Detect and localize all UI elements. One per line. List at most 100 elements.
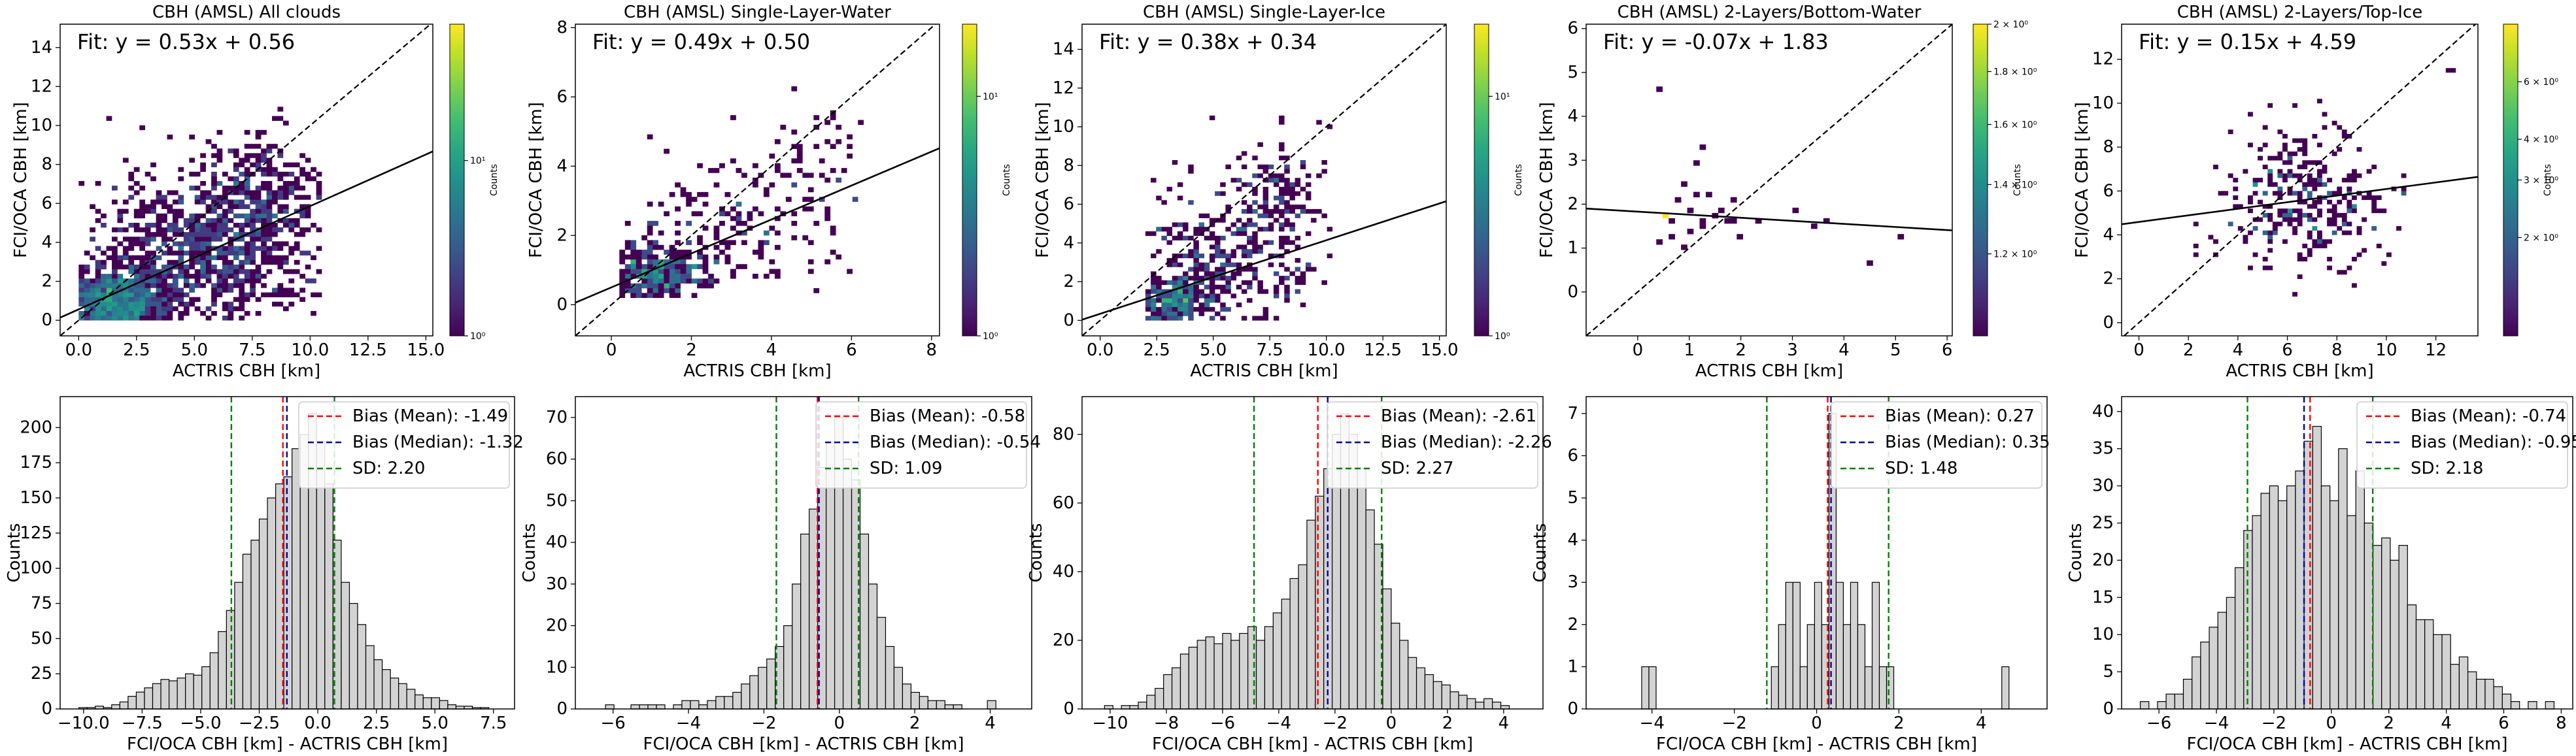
density-cell [194, 227, 201, 233]
colorbar-label: Counts [1514, 164, 1524, 196]
density-cell [1241, 289, 1247, 294]
density-cell [813, 221, 820, 226]
density-cell [785, 173, 792, 178]
histogram-bar [357, 624, 367, 710]
x-tick-label: −4 [676, 714, 701, 733]
density-cell [128, 310, 135, 316]
histogram-bar [2312, 425, 2322, 710]
density-cell [2282, 178, 2288, 183]
density-cell [261, 129, 267, 135]
density-cell [1289, 208, 1295, 214]
x-tick-label: 2.5 [123, 340, 150, 360]
density-cell [112, 259, 118, 265]
density-cell [680, 269, 686, 274]
density-cell [1241, 200, 1247, 205]
density-cell [1151, 276, 1157, 281]
histogram-bar [283, 476, 293, 710]
histogram-bar [2433, 634, 2443, 710]
density-cell [1177, 293, 1183, 299]
density-cell [288, 162, 295, 168]
density-cell [78, 274, 85, 279]
density-cell [830, 144, 836, 149]
density-cell [189, 297, 195, 303]
density-cell [112, 274, 118, 279]
density-cell [1252, 276, 1258, 281]
density-cell [697, 264, 703, 269]
plot-frame [1585, 24, 1953, 337]
density-cell [1220, 267, 1226, 272]
density-cell [1241, 208, 1247, 214]
colorbar [1474, 24, 1489, 337]
density-cell [239, 199, 245, 205]
density-cell [299, 288, 306, 293]
density-cell [172, 213, 178, 219]
x-tick-label: 15.0 [407, 340, 445, 360]
density-cell [101, 301, 107, 307]
colorbar-tick-label: 10¹ [1495, 91, 1510, 102]
legend-entry: Bias (Mean): -0.74 [2411, 406, 2566, 426]
density-cell [708, 278, 714, 284]
density-cell [316, 292, 322, 297]
density-cell [1316, 173, 1322, 178]
density-cell [156, 292, 162, 297]
density-cell [189, 213, 195, 219]
density-cell [1257, 284, 1263, 289]
colorbar-label: Counts [2543, 164, 2553, 196]
histogram-bar [2476, 678, 2486, 710]
density-cell [261, 148, 267, 154]
density-cell [1311, 218, 1317, 223]
density-cell [117, 297, 124, 303]
density-cell [178, 246, 184, 251]
density-cell [95, 264, 101, 270]
density-cell [211, 199, 217, 205]
y-tick-label: 4 [41, 233, 52, 252]
density-cell [2371, 226, 2377, 231]
density-cell [244, 171, 250, 177]
density-cell [161, 283, 167, 288]
density-cell [624, 244, 631, 250]
density-cell [205, 250, 212, 255]
density-cell [2248, 112, 2253, 117]
density-cell [200, 269, 206, 274]
density-cell [2312, 160, 2318, 165]
histogram-bar [749, 675, 759, 710]
density-cell [139, 241, 146, 246]
density-cell [2316, 182, 2322, 187]
density-cell [736, 221, 742, 226]
density-cell [272, 213, 278, 219]
density-cell [150, 301, 156, 307]
density-cell [697, 250, 703, 255]
density-cell [1183, 311, 1189, 316]
density-cell [101, 264, 107, 270]
density-cell [1284, 182, 1290, 188]
density-cell [2287, 169, 2293, 174]
density-cell [1188, 276, 1194, 281]
density-cell [194, 195, 201, 200]
density-cell [139, 310, 146, 316]
density-cell [1247, 205, 1253, 210]
histogram-bar [1449, 691, 1459, 710]
density-cell [144, 283, 151, 288]
density-cell [686, 201, 692, 207]
y-tick-label: 8 [556, 18, 568, 37]
density-cell [222, 255, 228, 261]
density-cell [189, 237, 195, 242]
density-cell [1252, 244, 1258, 250]
density-cell [2277, 191, 2283, 196]
y-tick-label: 0 [1063, 699, 1074, 719]
density-cell [205, 264, 212, 270]
density-cell [736, 168, 742, 173]
density-cell [2341, 212, 2347, 218]
histogram-bar [226, 610, 235, 710]
density-cell [1693, 191, 1700, 198]
density-cell [1268, 227, 1274, 232]
density-cell [233, 297, 239, 303]
density-cell [2381, 208, 2387, 214]
density-cell [250, 153, 256, 158]
density-cell [139, 259, 146, 265]
density-cell [1156, 249, 1162, 254]
density-cell [1204, 235, 1210, 240]
density-cell [1204, 298, 1210, 303]
density-cell [669, 273, 675, 279]
density-cell [178, 288, 184, 293]
